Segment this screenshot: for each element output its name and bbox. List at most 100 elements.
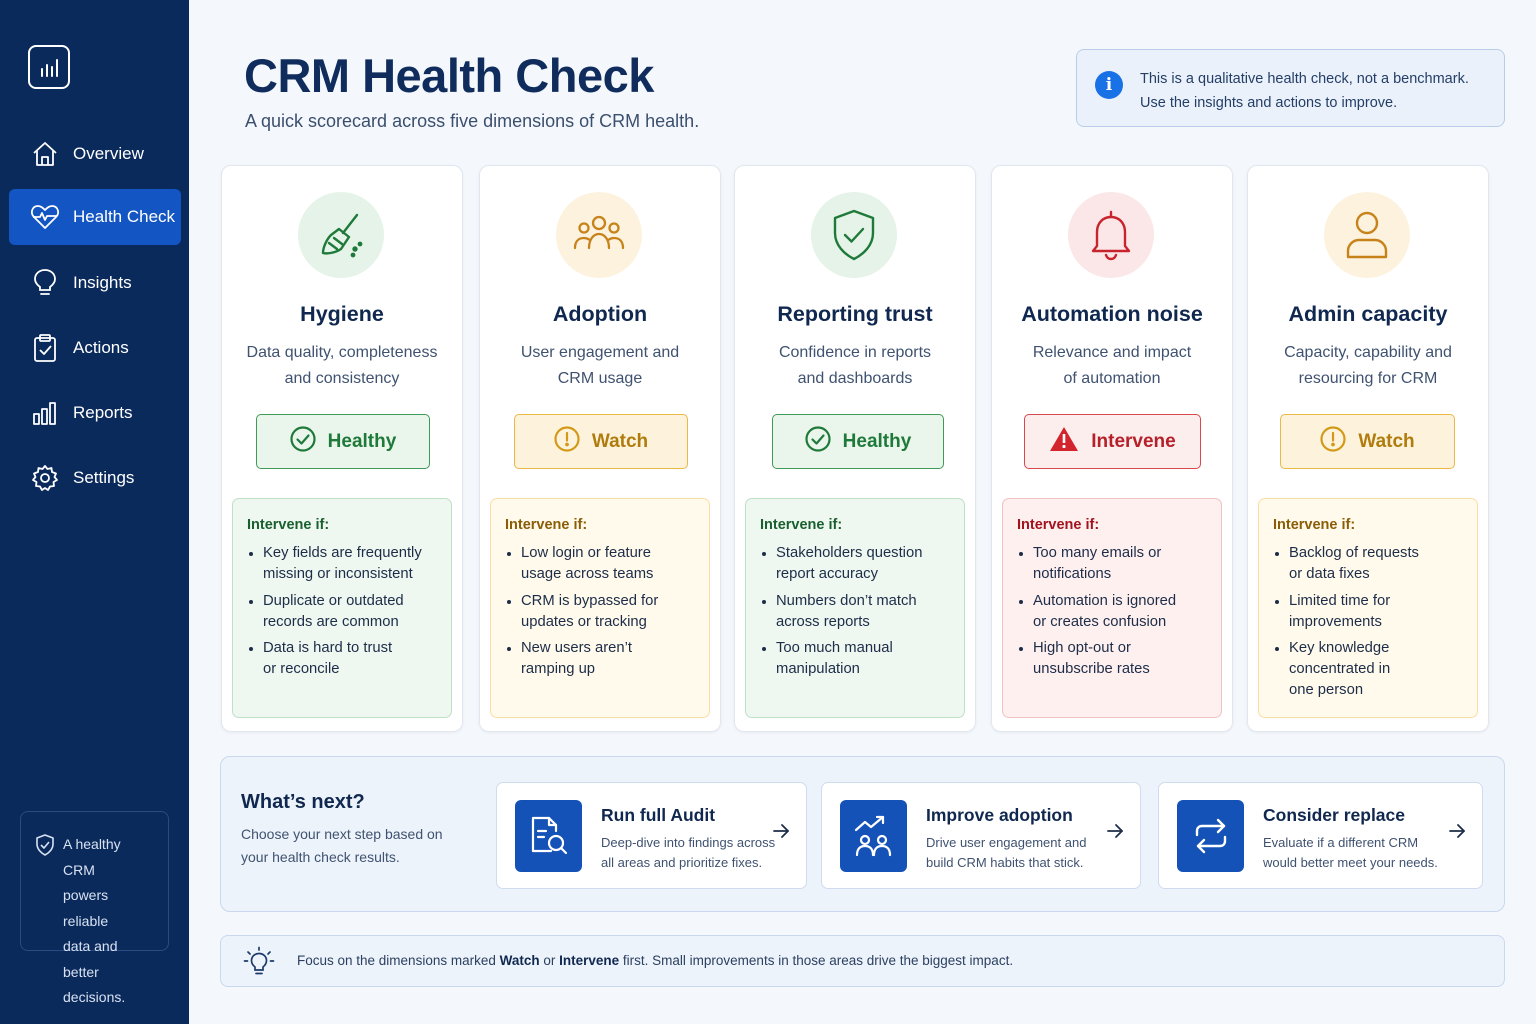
card-title: Hygiene bbox=[300, 302, 384, 326]
card-desc-line: Relevance and impact bbox=[1032, 344, 1192, 361]
shield-check-icon bbox=[811, 192, 897, 278]
info-line: This is a qualitative health check, not … bbox=[1140, 71, 1469, 87]
intervene-box: Intervene if: Too many emails or notifica… bbox=[1002, 498, 1222, 718]
card-title: Admin capacity bbox=[1288, 302, 1448, 326]
whats-next-panel: What’s next? Choose your next step based… bbox=[220, 756, 1505, 912]
action-title: Run full Audit bbox=[601, 805, 716, 825]
bar-chart-icon bbox=[9, 399, 73, 427]
intervene-box: Intervene if: Key fields are frequently m… bbox=[232, 498, 452, 718]
status-badge: Intervene bbox=[1024, 414, 1201, 469]
status-badge: Watch bbox=[1280, 414, 1455, 469]
arrow-right-icon bbox=[1106, 823, 1124, 844]
card-desc-line: CRM usage bbox=[557, 369, 643, 387]
page-title: CRM Health Check bbox=[244, 49, 654, 102]
list-item: Limited time for improvements bbox=[1273, 591, 1463, 633]
intervene-title: Intervene if: bbox=[1273, 517, 1356, 533]
arrow-right-icon bbox=[772, 823, 790, 844]
swap-arrows-icon bbox=[1177, 800, 1244, 872]
tip-bar: Focus on the dimensions marked Watch or … bbox=[220, 935, 1505, 987]
shield-check-icon bbox=[35, 834, 55, 865]
sidebar-item-label: Overview bbox=[73, 144, 144, 163]
action-description: Drive user engagement and build CRM habit… bbox=[926, 835, 1087, 870]
action-description: Evaluate if a different CRM would better … bbox=[1263, 835, 1438, 870]
tip-text: Focus on the dimensions marked Watch or … bbox=[297, 953, 1014, 968]
card-title: Adoption bbox=[552, 302, 648, 326]
sidebar-note-line: decisions. bbox=[63, 989, 126, 1005]
status-badge: Healthy bbox=[772, 414, 944, 469]
intervene-box: Intervene if: Stakeholders question repor… bbox=[745, 498, 965, 718]
lightbulb-icon bbox=[9, 268, 73, 298]
card-desc-line: Confidence in reports bbox=[778, 344, 932, 361]
intervene-title: Intervene if: bbox=[1017, 517, 1100, 533]
card-description: Data quality, completeness and consisten… bbox=[232, 340, 452, 391]
sidebar-item-label: Settings bbox=[73, 468, 135, 487]
lightbulb-icon bbox=[243, 946, 275, 983]
sidebar-item-overview[interactable]: Overview bbox=[9, 126, 181, 182]
dimension-card-hygiene: Hygiene Data quality, completeness and c… bbox=[221, 165, 463, 732]
status-badge: Watch bbox=[514, 414, 688, 469]
intervene-box: Intervene if: Backlog of requests or data… bbox=[1258, 498, 1478, 718]
exclamation-circle-icon bbox=[554, 425, 580, 458]
card-desc-line: resourcing for CRM bbox=[1298, 369, 1438, 387]
card-desc-line: and dashboards bbox=[797, 369, 913, 387]
card-title: Reporting trust bbox=[777, 302, 933, 326]
clipboard-check-icon bbox=[9, 333, 73, 363]
heart-pulse-icon bbox=[9, 203, 73, 231]
sidebar-item-settings[interactable]: Settings bbox=[9, 450, 181, 506]
list-item: New users aren’t ramping up bbox=[505, 638, 695, 680]
card-desc-line: and consistency bbox=[284, 369, 400, 387]
home-icon bbox=[9, 140, 73, 168]
arrow-right-icon bbox=[1448, 823, 1466, 844]
dimension-card-admin-capacity: Admin capacity Capacity, capability and … bbox=[1247, 165, 1489, 732]
sidebar-item-actions[interactable]: Actions bbox=[9, 320, 181, 376]
list-item: Stakeholders question report accuracy bbox=[760, 543, 950, 585]
status-label: Intervene bbox=[1091, 430, 1176, 452]
users-icon bbox=[556, 192, 642, 278]
intervene-title: Intervene if: bbox=[247, 517, 330, 533]
list-item: Duplicate or outdated records are common bbox=[247, 591, 437, 633]
list-item: Numbers don’t match across reports bbox=[760, 591, 950, 633]
card-description: Capacity, capability and resourcing for … bbox=[1258, 340, 1478, 391]
sidebar-item-reports[interactable]: Reports bbox=[9, 385, 181, 441]
info-line: Use the insights and actions to improve. bbox=[1140, 95, 1398, 111]
list-item: Automation is ignored or creates confusio… bbox=[1017, 591, 1207, 633]
sidebar-item-label: Health Check bbox=[73, 207, 176, 226]
sidebar-note-line: A healthy CRM bbox=[63, 836, 121, 878]
sidebar-item-health-check[interactable]: Health Check bbox=[9, 189, 181, 245]
card-desc-line: Capacity, capability and bbox=[1284, 344, 1452, 361]
sidebar-item-insights[interactable]: Insights bbox=[9, 255, 181, 311]
improve-adoption-button[interactable]: Improve adoption Drive user engagement a… bbox=[821, 782, 1141, 889]
run-audit-button[interactable]: Run full Audit Deep-dive into findings a… bbox=[496, 782, 807, 889]
sidebar-item-label: Reports bbox=[73, 403, 133, 422]
card-title: Automation noise bbox=[1021, 302, 1203, 326]
card-description: Confidence in reports and dashboards bbox=[745, 340, 965, 391]
list-item: Backlog of requests or data fixes bbox=[1273, 543, 1463, 585]
sidebar-note-line: powers reliable bbox=[63, 887, 109, 929]
status-label: Watch bbox=[1358, 430, 1415, 452]
sidebar-note-line: data and better bbox=[63, 938, 118, 980]
consider-replace-button[interactable]: Consider replace Evaluate if a different… bbox=[1158, 782, 1483, 889]
list-item: Key knowledge concentrated in one person bbox=[1273, 638, 1463, 701]
dimension-card-automation-noise: Automation noise Relevance and impact of… bbox=[991, 165, 1233, 732]
status-badge: Healthy bbox=[256, 414, 430, 469]
list-item: Key fields are frequently missing or inco… bbox=[247, 543, 437, 585]
info-icon: i bbox=[1095, 71, 1123, 99]
list-item: Too much manual manipulation bbox=[760, 638, 950, 680]
exclamation-circle-icon bbox=[1320, 425, 1346, 458]
list-item: Too many emails or notifications bbox=[1017, 543, 1207, 585]
list-item: High opt-out or unsubscribe rates bbox=[1017, 638, 1207, 680]
action-title: Improve adoption bbox=[926, 805, 1073, 825]
section-title: What’s next? bbox=[241, 791, 365, 813]
bar-chart-icon[interactable] bbox=[28, 45, 70, 89]
action-description: Deep-dive into findings across all areas … bbox=[601, 835, 776, 870]
intervene-box: Intervene if: Low login or feature usage … bbox=[490, 498, 710, 718]
list-item: Data is hard to trust or reconcile bbox=[247, 638, 437, 680]
card-desc-line: of automation bbox=[1063, 369, 1161, 387]
list-item: CRM is bypassed for updates or tracking bbox=[505, 591, 695, 633]
check-circle-icon bbox=[805, 425, 831, 458]
document-search-icon bbox=[515, 800, 582, 872]
sidebar: Overview Health Check Insights Actions R… bbox=[0, 0, 189, 1024]
users-trend-icon bbox=[840, 800, 907, 872]
card-desc-line: User engagement and bbox=[520, 344, 680, 361]
info-banner: i This is a qualitative health check, no… bbox=[1076, 49, 1505, 127]
